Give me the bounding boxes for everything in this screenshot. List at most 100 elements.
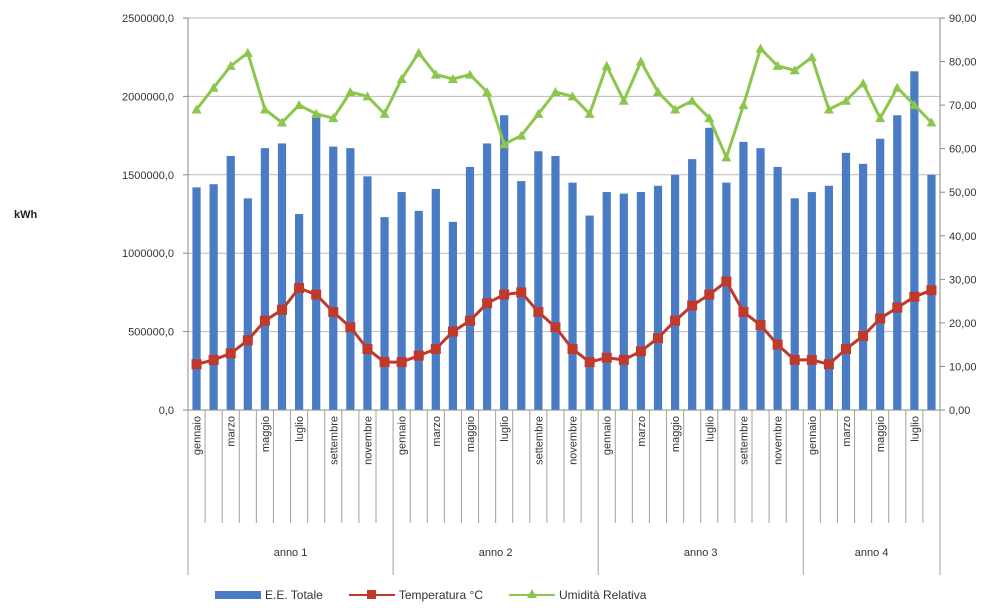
right-tick-label: 20,00: [949, 318, 977, 330]
humidity-point: [465, 69, 475, 79]
temperature-point: [618, 354, 629, 365]
right-tick-label: 80,00: [949, 57, 977, 69]
humidity-point: [875, 113, 886, 123]
temperature-point: [379, 357, 390, 368]
temperature-point: [789, 354, 800, 365]
bar: [277, 143, 287, 410]
legend: E.E. Totale Temperatura °C Umidità Relat…: [215, 585, 646, 605]
bar: [722, 182, 731, 410]
right-tick-label: 60,00: [949, 144, 977, 156]
humidity-point: [653, 87, 663, 97]
bar: [294, 214, 304, 410]
legend-item-ee-totale: E.E. Totale: [215, 588, 323, 602]
humidity-point: [396, 73, 407, 83]
bar: [448, 221, 458, 410]
bar: [346, 148, 355, 411]
temperature-point: [294, 283, 305, 294]
bar: [192, 187, 201, 410]
right-tick-label: 70,00: [949, 100, 977, 112]
category-label: marzo: [226, 416, 238, 447]
humidity-point: [635, 56, 646, 66]
temperature-point: [584, 357, 595, 368]
temperature-point: [499, 289, 510, 300]
temperature-point: [926, 285, 937, 296]
bar: [482, 143, 492, 410]
humidity-point: [294, 100, 305, 110]
bar: [534, 151, 543, 410]
bar: [380, 217, 389, 410]
bar: [397, 192, 406, 410]
temperature-point: [772, 339, 783, 350]
legend-label: Temperatura °C: [398, 588, 483, 602]
temperature-point: [277, 304, 287, 315]
humidity-point: [328, 113, 339, 123]
temperature-point: [413, 350, 424, 361]
category-label: marzo: [636, 416, 648, 447]
left-tick-label: 500000,0: [128, 327, 174, 339]
temperature-point: [687, 300, 698, 311]
humidity-point: [618, 95, 629, 105]
temperature-point: [362, 344, 373, 355]
humidity-point: [858, 78, 869, 88]
category-label: marzo: [841, 416, 853, 447]
left-tick-label: 0,0: [159, 405, 174, 417]
bar: [619, 193, 628, 410]
bar: [773, 166, 782, 410]
legend-label: Umidità Relativa: [559, 588, 647, 602]
bar: [329, 146, 338, 411]
category-label: gennaio: [192, 416, 204, 455]
bar: [876, 138, 885, 410]
category-label: luglio: [499, 416, 511, 442]
category-label: gennaio: [602, 416, 614, 455]
humidity-point: [670, 104, 681, 114]
humidity-point: [567, 91, 578, 101]
group-label: anno 3: [684, 547, 718, 559]
humidity-point: [892, 82, 903, 92]
temperature-point: [447, 326, 458, 337]
temperature-point: [841, 344, 851, 355]
category-label: maggio: [670, 416, 682, 452]
legend-swatch-line-triangle-marker: [509, 589, 555, 601]
left-tick-label: 1000000,0: [122, 248, 174, 260]
line-series: [191, 43, 937, 370]
humidity-point: [789, 65, 800, 75]
bar: [260, 148, 270, 411]
humidity-point: [550, 87, 561, 97]
temperature-point: [601, 352, 612, 363]
category-label: settembre: [533, 416, 545, 465]
right-tick-label: 10,00: [949, 361, 977, 373]
bar: [858, 163, 868, 410]
bar: [585, 215, 594, 410]
bar: [824, 185, 834, 410]
bar: [910, 71, 919, 410]
temperature-point: [823, 359, 834, 370]
category-label: settembre: [328, 416, 340, 465]
right-tick-label: 30,00: [949, 274, 977, 286]
temperature-point: [721, 276, 732, 287]
temperature-point: [430, 344, 441, 355]
legend-label: E.E. Totale: [265, 588, 323, 602]
category-label: maggio: [465, 416, 477, 452]
bar: [841, 152, 851, 410]
category-label: novembre: [773, 416, 785, 465]
bar: [414, 210, 423, 410]
temperature-point: [482, 298, 493, 309]
bar: [705, 127, 714, 410]
left-tick-label: 2500000,0: [122, 13, 174, 25]
bar: [209, 184, 218, 410]
right-tick-label: 40,00: [949, 231, 977, 243]
year-group-labels: anno 1 anno 2 anno 3 anno 4: [274, 547, 889, 559]
category-label: luglio: [909, 416, 921, 442]
humidity-point: [533, 108, 544, 118]
category-label: gennaio: [397, 416, 409, 455]
humidity-point: [311, 108, 322, 118]
temperature-point: [259, 315, 270, 326]
temperature-point: [738, 307, 749, 317]
humidity-point: [687, 95, 698, 105]
category-label: novembre: [568, 416, 580, 465]
humidity-point: [823, 104, 834, 114]
y-axis-label: kWh: [14, 209, 38, 221]
humidity-point: [345, 87, 356, 97]
category-label: luglio: [704, 416, 716, 442]
